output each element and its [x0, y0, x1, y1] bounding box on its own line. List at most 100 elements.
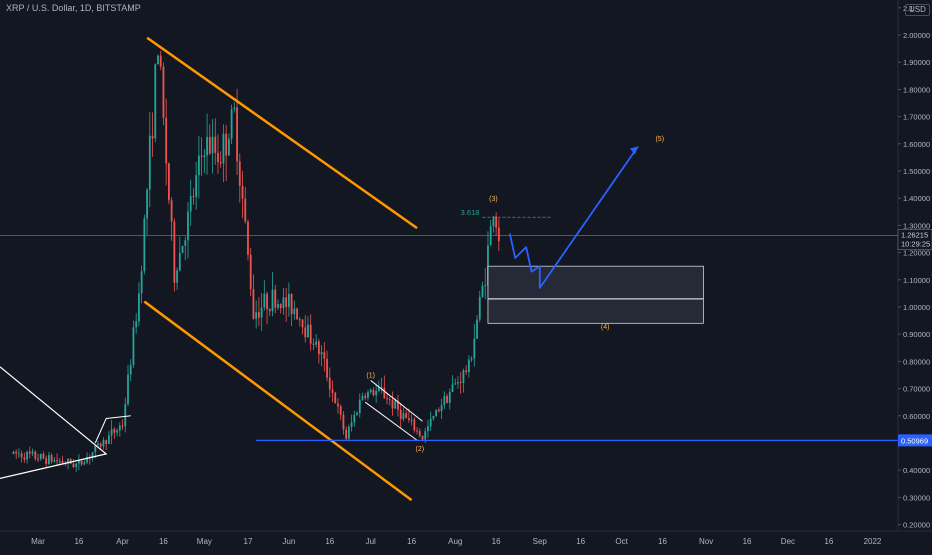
candle-body	[457, 382, 459, 384]
candle-body	[470, 358, 473, 360]
candle-body	[451, 384, 454, 393]
candle-body	[391, 399, 394, 409]
x-tick-label: 17	[244, 537, 253, 546]
price-axis-panel	[898, 0, 932, 550]
candle-body	[58, 461, 61, 463]
candle-body	[465, 370, 468, 373]
candle-body	[203, 155, 206, 157]
candle-body	[369, 389, 372, 393]
countdown-timer: 10:29:25	[901, 240, 930, 249]
channel-lower-line	[143, 300, 413, 502]
candle-body	[334, 392, 337, 404]
drawings: 3.618 (1) (2) (3) (4) (5)	[0, 36, 898, 502]
y-tick-label: 0.90000	[903, 330, 930, 339]
y-tick-label: 1.80000	[903, 85, 930, 94]
candle-body	[113, 429, 116, 433]
currency-selector[interactable]: USD	[905, 4, 930, 16]
candle-body	[217, 152, 219, 163]
candle-body	[339, 406, 342, 415]
flag-lower-line	[364, 401, 418, 441]
candle-body	[380, 386, 383, 388]
candle-body	[421, 435, 424, 440]
support-price-tag	[898, 434, 932, 447]
candle-body	[28, 451, 31, 454]
candle-body	[151, 135, 154, 139]
candle-body	[176, 270, 178, 283]
x-tick-label: Apr	[116, 537, 129, 546]
candle-body	[437, 409, 440, 412]
candle-body	[481, 285, 484, 297]
candle-body	[459, 382, 462, 384]
candle-body	[287, 294, 290, 307]
candle-body	[383, 387, 386, 399]
candle-body	[78, 460, 80, 464]
candle-body	[225, 133, 228, 156]
candle-body	[476, 319, 478, 339]
candle-body	[320, 352, 323, 355]
y-tick-label: 1.70000	[903, 113, 930, 122]
candle-body	[173, 221, 176, 283]
candle-body	[211, 136, 214, 154]
x-tick-label: 16	[576, 537, 585, 546]
x-tick-label: Dec	[781, 537, 795, 546]
y-tick-label: 0.70000	[903, 385, 930, 394]
triangle-pattern	[0, 366, 108, 479]
y-tick-label: 1.00000	[903, 303, 930, 312]
candle-body	[478, 296, 481, 320]
candle-body	[31, 451, 34, 454]
candle-body	[143, 218, 146, 272]
candle-body	[328, 377, 331, 390]
candle-body	[492, 216, 495, 227]
candle-body	[146, 189, 148, 219]
candle-body	[132, 327, 135, 366]
x-tick-label: 16	[824, 537, 833, 546]
candle-body	[72, 463, 75, 468]
candle-body	[208, 136, 211, 154]
candle-body	[497, 227, 500, 242]
candle-body	[432, 415, 435, 419]
candle-body	[448, 392, 451, 403]
candle-body	[364, 395, 367, 398]
y-tick-label: 0.40000	[903, 466, 930, 475]
projection-path	[508, 146, 639, 289]
candle-body	[375, 390, 378, 396]
candle-body	[443, 396, 446, 406]
y-tick-label: 1.30000	[903, 221, 930, 230]
candle-body	[99, 443, 102, 447]
channel-upper-line	[146, 36, 418, 230]
candle-body	[110, 429, 113, 436]
candle-body	[260, 307, 263, 318]
candle-body	[129, 365, 132, 375]
y-tick-label: 0.20000	[903, 521, 930, 530]
candle-body	[80, 460, 83, 465]
x-tick-label: 16	[743, 537, 752, 546]
candle-body	[435, 409, 438, 416]
candle-body	[361, 395, 364, 400]
x-tick-label: 16	[159, 537, 168, 546]
candle-body	[181, 245, 184, 254]
candle-body	[165, 117, 168, 164]
candle-body	[446, 396, 448, 403]
candle-body	[83, 462, 86, 465]
x-tick-label: Nov	[699, 537, 713, 546]
candle-body	[399, 409, 402, 420]
x-tick-label: 16	[492, 537, 501, 546]
x-tick-label: Aug	[448, 537, 462, 546]
candle-body	[298, 319, 301, 321]
candle-body	[244, 198, 247, 222]
candle-body	[20, 453, 23, 458]
candle-body	[312, 343, 315, 345]
x-tick-label: 16	[325, 537, 334, 546]
candle-body	[116, 430, 118, 433]
candle-body	[108, 435, 110, 444]
wave-label: (2)	[415, 446, 424, 453]
y-tick-label: 1.60000	[903, 140, 930, 149]
candle-body	[12, 451, 15, 454]
candle-body	[440, 405, 443, 412]
y-tick-label: 1.50000	[903, 167, 930, 176]
candle-body	[429, 418, 432, 427]
flag-upper-line	[370, 380, 423, 422]
candle-body	[353, 414, 356, 423]
